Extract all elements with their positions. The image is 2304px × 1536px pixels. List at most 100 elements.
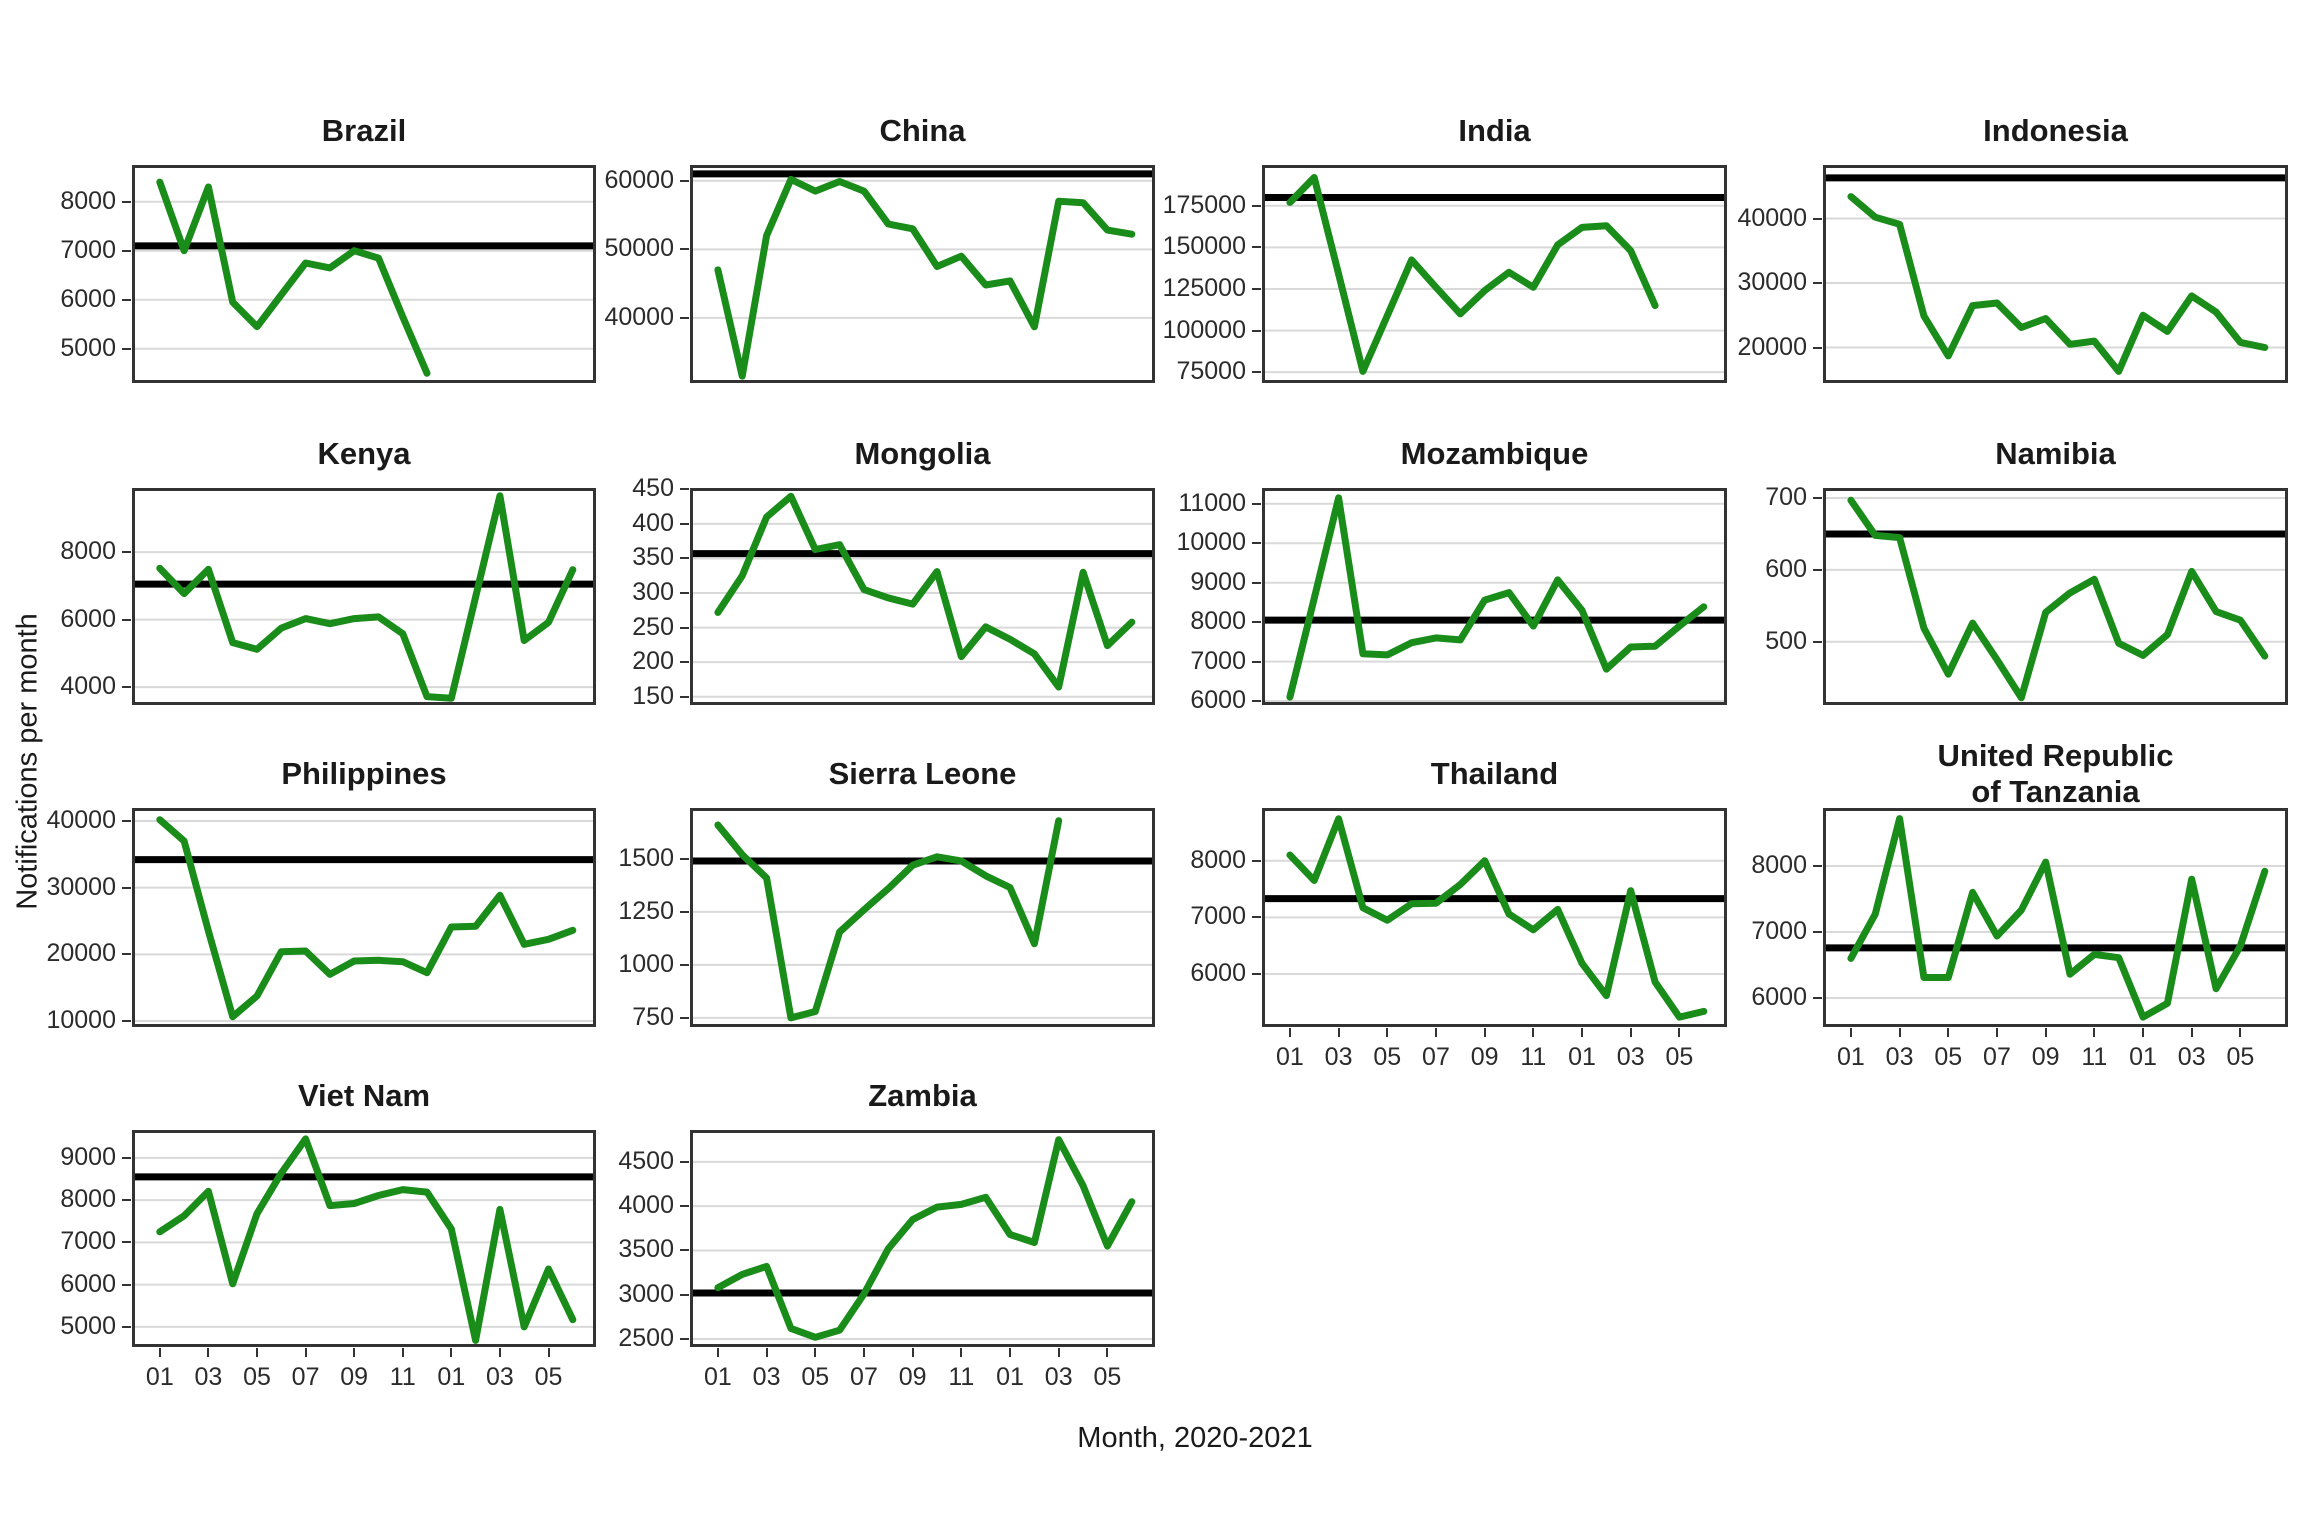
y-tick-mark	[1813, 640, 1822, 643]
y-tick-label: 1000	[618, 949, 674, 978]
y-tick-mark	[122, 618, 131, 621]
x-tick-label: 01	[1568, 1043, 1596, 1071]
y-tick-label: 8000	[1190, 607, 1246, 636]
x-tick-mark	[2190, 1028, 2193, 1037]
x-axis-title: Month, 2020-2021	[1077, 1422, 1313, 1454]
y-tick-mark	[1252, 916, 1261, 919]
y-tick-mark	[122, 1199, 131, 1202]
y-tick-label: 2500	[618, 1324, 674, 1353]
y-tick-mark	[680, 557, 689, 560]
y-tick-label: 8000	[60, 186, 116, 215]
y-tick-label: 6000	[60, 1269, 116, 1298]
y-tick-label: 250	[632, 612, 674, 641]
y-tick-label: 300	[632, 578, 674, 607]
x-tick-label: 01	[703, 1363, 732, 1391]
y-tick-label: 20000	[46, 939, 116, 968]
y-tick-label: 3000	[618, 1279, 674, 1308]
line-chart-indonesia	[1823, 165, 2288, 383]
x-tick-label: 05	[1665, 1043, 1694, 1071]
y-tick-label: 50000	[604, 234, 674, 263]
facet-title: Mongolia	[854, 436, 991, 471]
y-tick-label: 10000	[1176, 528, 1246, 557]
x-tick-mark	[765, 1348, 768, 1357]
y-axis-title: Notifications per month	[11, 613, 44, 910]
y-tick-label: 9000	[60, 1142, 116, 1171]
x-tick-label: 05	[243, 1363, 271, 1391]
y-tick-label: 8000	[60, 537, 116, 566]
x-tick-label: 09	[898, 1363, 927, 1391]
x-tick-label: 09	[1470, 1043, 1499, 1071]
x-tick-mark	[353, 1348, 356, 1357]
x-tick-mark	[1434, 1028, 1437, 1037]
x-tick-mark	[716, 1348, 719, 1357]
facet-title: Indonesia	[1983, 113, 2128, 148]
x-tick-mark	[2044, 1028, 2047, 1037]
x-tick-mark	[158, 1348, 161, 1357]
x-tick-mark	[256, 1348, 258, 1357]
y-tick-mark	[680, 626, 689, 629]
y-tick-mark	[680, 1160, 689, 1163]
x-tick-mark	[862, 1348, 865, 1357]
y-tick-label: 7000	[1190, 646, 1246, 675]
y-tick-label: 500	[1765, 626, 1807, 655]
y-tick-mark	[1252, 329, 1261, 332]
x-tick-mark	[1581, 1028, 1584, 1037]
y-tick-mark	[680, 695, 689, 698]
x-tick-mark	[547, 1348, 550, 1357]
y-tick-label: 8000	[1751, 851, 1807, 880]
y-tick-mark	[1813, 996, 1822, 999]
facet-title: United Republic	[1937, 738, 2174, 773]
x-tick-label: 03	[1324, 1043, 1353, 1071]
y-tick-label: 8000	[60, 1185, 116, 1214]
x-tick-label: 07	[291, 1363, 320, 1391]
x-tick-label: 05	[1093, 1363, 1122, 1391]
y-tick-label: 7000	[60, 235, 116, 264]
x-tick-label: 05	[801, 1363, 830, 1391]
y-tick-mark	[122, 551, 131, 554]
x-tick-mark	[1483, 1028, 1486, 1037]
y-tick-mark	[1813, 931, 1822, 933]
x-tick-mark	[1337, 1028, 1340, 1037]
x-tick-label: 11	[948, 1363, 975, 1391]
y-tick-mark	[680, 1249, 689, 1252]
facet-title: Zambia	[868, 1078, 977, 1113]
y-tick-mark	[680, 592, 689, 595]
y-tick-label: 125000	[1162, 273, 1246, 302]
facet-title: Thailand	[1430, 756, 1559, 791]
facet-title: India	[1458, 113, 1531, 148]
y-tick-label: 40000	[46, 806, 116, 834]
y-tick-label: 450	[632, 474, 674, 503]
x-tick-label: 01	[996, 1363, 1024, 1391]
y-tick-mark	[1252, 700, 1261, 703]
x-tick-mark	[2093, 1028, 2096, 1037]
x-tick-mark	[2239, 1028, 2242, 1037]
x-tick-mark	[1057, 1348, 1060, 1357]
y-tick-mark	[680, 910, 689, 913]
y-tick-mark	[1252, 621, 1261, 624]
y-tick-mark	[1252, 542, 1261, 545]
y-tick-mark	[680, 1016, 689, 1019]
y-tick-label: 175000	[1162, 190, 1246, 219]
y-tick-label: 3500	[618, 1235, 674, 1264]
x-tick-mark	[814, 1348, 817, 1357]
x-tick-mark	[1009, 1348, 1012, 1357]
y-tick-label: 5000	[60, 333, 116, 362]
y-tick-mark	[680, 661, 689, 664]
y-tick-label: 20000	[1737, 332, 1807, 361]
x-tick-mark	[1629, 1028, 1632, 1037]
line-chart-united-republic	[1823, 808, 2288, 1027]
x-tick-mark	[1995, 1028, 1998, 1037]
y-tick-label: 4000	[618, 1191, 674, 1220]
y-tick-mark	[1252, 859, 1261, 862]
y-tick-mark	[122, 1156, 131, 1159]
y-tick-mark	[1252, 287, 1261, 290]
y-tick-mark	[122, 820, 131, 822]
line-chart-sierra-leone	[690, 808, 1155, 1027]
y-tick-mark	[122, 1283, 131, 1286]
x-tick-mark	[1678, 1028, 1681, 1037]
x-tick-label: 05	[1373, 1043, 1402, 1071]
y-tick-label: 1250	[618, 896, 674, 925]
facet-title: Sierra Leone	[828, 756, 1017, 791]
x-tick-mark	[960, 1348, 963, 1357]
y-tick-mark	[1813, 497, 1822, 500]
